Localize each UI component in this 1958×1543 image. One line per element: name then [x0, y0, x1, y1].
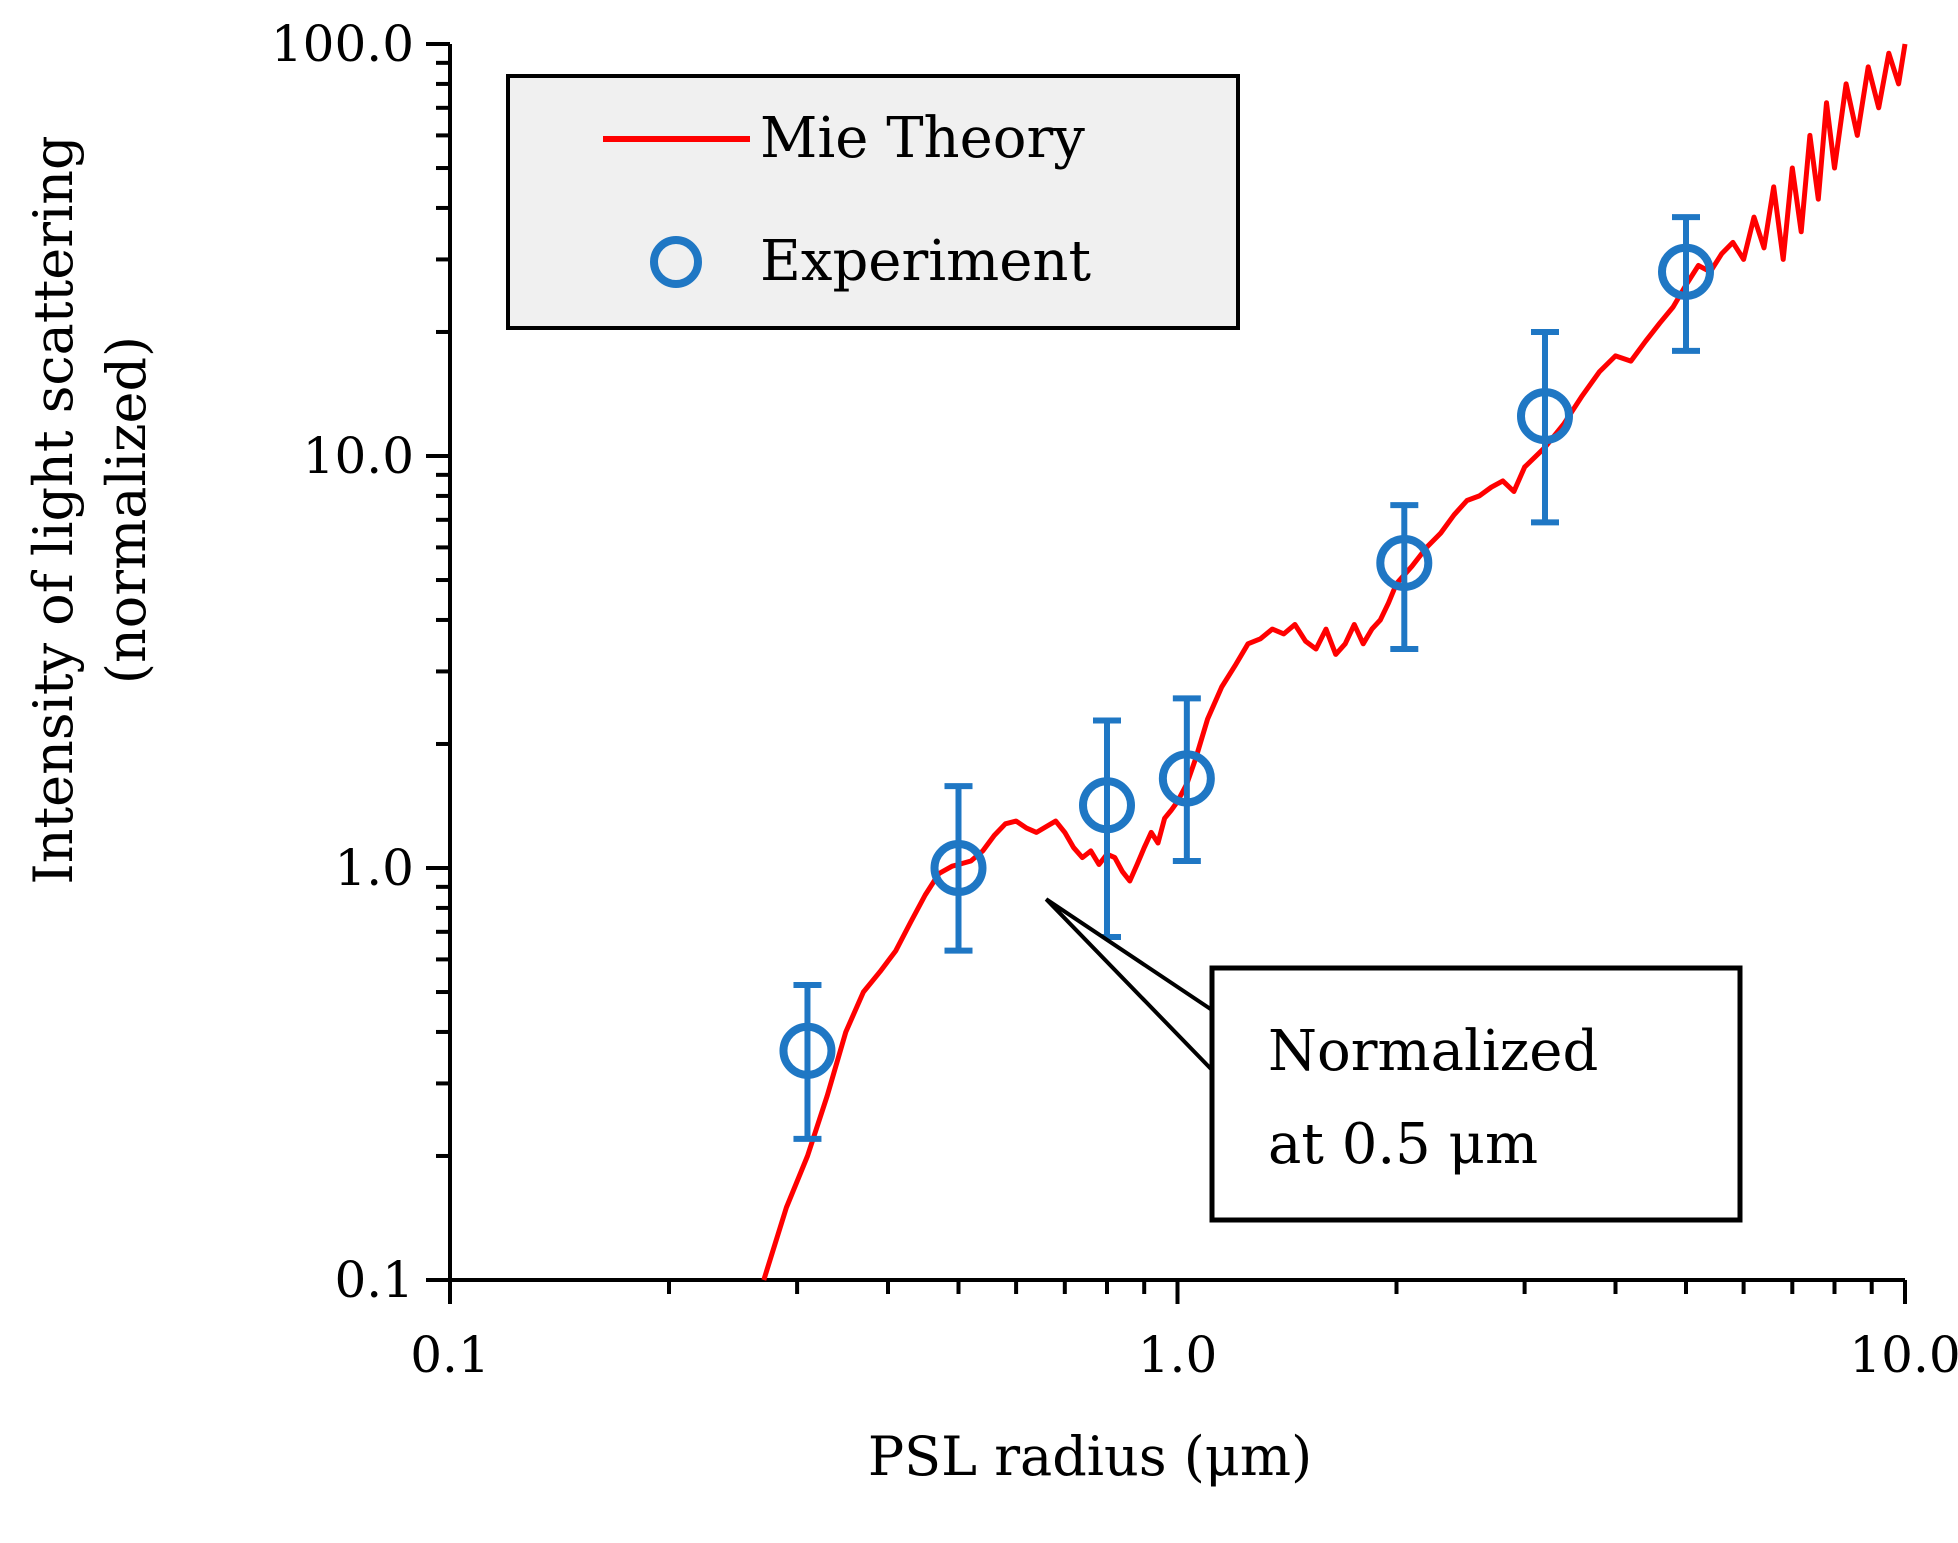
callout-text-line2: at 0.5 μm [1268, 1112, 1538, 1177]
y-axis-title-line2: (normalized) [95, 336, 158, 684]
experiment-marker [1658, 243, 1715, 300]
experiment-marker [1078, 777, 1135, 834]
annotation-callout: Normalized at 0.5 μm [1044, 897, 1743, 1223]
experiment-point [1516, 328, 1573, 526]
callout-pointer [1044, 897, 1214, 1075]
y-tick-label: 0.1 [334, 1251, 414, 1309]
series-layer [761, 43, 1908, 1281]
y-tick-label: 100.0 [271, 15, 414, 73]
mie-theory-line [761, 43, 1908, 1281]
experiment-marker [930, 840, 987, 896]
experiment-point [1078, 717, 1135, 941]
callout-text-line1: Normalized [1268, 1019, 1598, 1084]
experiment-point [1158, 695, 1215, 864]
legend: Mie Theory Experiment [506, 74, 1240, 330]
legend-experiment-marker [650, 236, 702, 288]
x-axis-title: PSL radius (μm) [868, 1425, 1312, 1488]
experiment-marker [779, 1022, 836, 1079]
legend-experiment-label: Experiment [760, 229, 1091, 294]
experiment-marker [1516, 388, 1573, 445]
legend-mie-label: Mie Theory [760, 106, 1085, 171]
experiment-point [930, 783, 987, 954]
y-tick-label: 1.0 [334, 839, 414, 897]
experiment-point [779, 982, 836, 1142]
callout-box [1209, 965, 1743, 1223]
experiment-point [1658, 214, 1715, 354]
x-tick-label: 10.0 [1849, 1326, 1958, 1384]
y-tick-label: 10.0 [303, 427, 414, 485]
x-tick-label: 0.1 [410, 1326, 490, 1384]
y-axis-title-line1: Intensity of light scattering [22, 135, 85, 884]
experiment-point [1376, 502, 1433, 653]
experiment-marker [1376, 534, 1433, 591]
legend-box [506, 74, 1240, 330]
x-tick-label: 1.0 [1138, 1326, 1218, 1384]
experiment-marker [1158, 750, 1215, 807]
axes: 0.1 1.0 10.0 0.1 1.0 10.0 100.0 [271, 15, 1958, 1384]
